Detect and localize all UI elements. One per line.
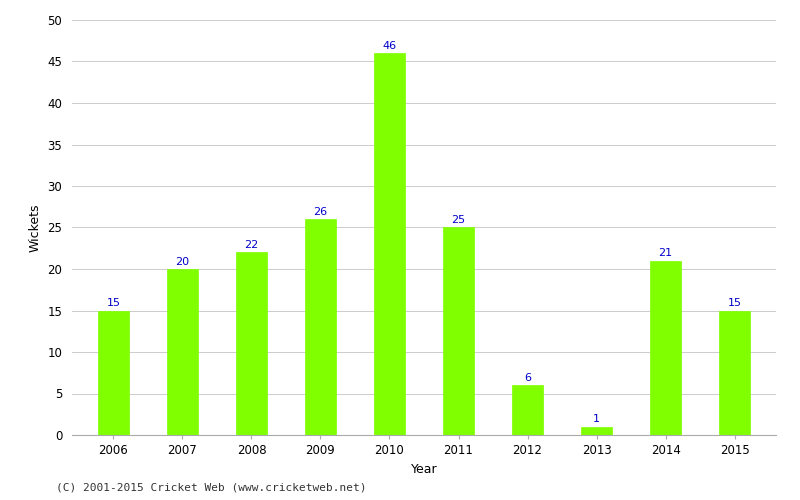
Text: 22: 22 xyxy=(244,240,258,250)
Bar xyxy=(305,219,336,435)
Text: 26: 26 xyxy=(314,206,327,216)
Bar xyxy=(98,310,129,435)
Bar xyxy=(719,310,750,435)
Bar xyxy=(443,228,474,435)
Text: 25: 25 xyxy=(451,215,466,225)
Text: 46: 46 xyxy=(382,40,397,50)
Bar xyxy=(581,426,612,435)
Text: 21: 21 xyxy=(658,248,673,258)
X-axis label: Year: Year xyxy=(410,462,438,475)
Text: 20: 20 xyxy=(175,256,190,266)
Bar xyxy=(512,385,543,435)
Bar xyxy=(167,269,198,435)
Text: 15: 15 xyxy=(727,298,742,308)
Bar xyxy=(236,252,267,435)
Bar xyxy=(374,53,405,435)
Text: 6: 6 xyxy=(524,372,531,382)
Text: 15: 15 xyxy=(106,298,121,308)
Y-axis label: Wickets: Wickets xyxy=(29,203,42,252)
Text: (C) 2001-2015 Cricket Web (www.cricketweb.net): (C) 2001-2015 Cricket Web (www.cricketwe… xyxy=(56,482,366,492)
Bar xyxy=(650,260,681,435)
Text: 1: 1 xyxy=(593,414,600,424)
